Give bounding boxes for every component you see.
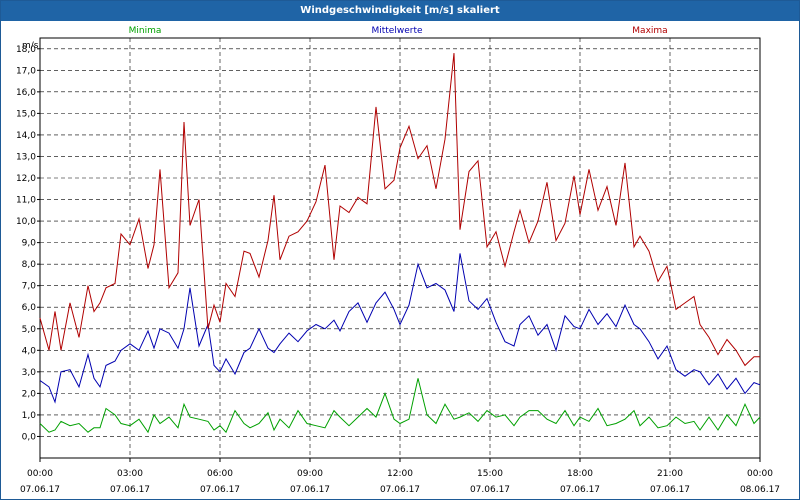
y-tick-label: 17,0: [16, 66, 36, 76]
y-tick-label: 6,0: [22, 303, 37, 313]
y-tick-label: 18,0: [16, 45, 36, 55]
y-tick-label: 14,0: [16, 131, 36, 141]
x-tick-date: 07.06.17: [380, 485, 420, 495]
y-tick-label: 15,0: [16, 109, 36, 119]
y-tick-label: 10,0: [16, 217, 36, 227]
x-tick-time: 00:00: [747, 469, 773, 479]
x-tick-date: 07.06.17: [110, 485, 150, 495]
series-line-mittelwerte: [39, 253, 761, 404]
x-tick-time: 09:00: [297, 469, 323, 479]
x-tick-date: 07.06.17: [650, 485, 690, 495]
x-tick-time: 03:00: [117, 469, 143, 479]
legend-mittelwerte: Mittelwerte: [371, 26, 422, 36]
x-tick-time: 21:00: [657, 469, 683, 479]
series-line-minima: [39, 378, 761, 434]
x-tick-date: 07.06.17: [560, 485, 600, 495]
x-tick-time: 18:00: [567, 469, 593, 479]
x-tick-time: 00:00: [27, 469, 53, 479]
y-tick-label: 4,0: [22, 346, 37, 356]
window-title: Windgeschwindigkeit [m/s] skaliert: [1, 1, 799, 21]
grid-lines: [40, 38, 760, 458]
x-tick-date: 07.06.17: [290, 485, 330, 495]
y-tick-label: 8,0: [22, 260, 37, 270]
x-tick-date: 07.06.17: [20, 485, 60, 495]
y-tick-label: 11,0: [16, 196, 36, 206]
y-tick-label: 0,0: [22, 432, 37, 442]
x-tick-date: 07.06.17: [200, 485, 240, 495]
y-tick-label: 12,0: [16, 174, 36, 184]
y-tick-label: 9,0: [22, 239, 37, 249]
y-tick-label: 16,0: [16, 88, 36, 98]
legend-minima: Minima: [129, 26, 162, 36]
series-line-maxima: [39, 53, 760, 367]
legend-maxima: Maxima: [632, 26, 667, 36]
x-tick-date: 08.06.17: [740, 485, 780, 495]
y-axis-unit: m/s: [22, 41, 39, 51]
y-tick-label: 1,0: [22, 411, 37, 421]
y-tick-label: 5,0: [22, 325, 37, 335]
y-tick-label: 2,0: [22, 389, 37, 399]
series-lines: [39, 53, 761, 434]
x-axis-ticks: 00:00 07.06.17 03:00 07.06.17 06:00 07.06.17 0…: [20, 458, 780, 495]
y-axis-ticks: 18,0 17,0 16,0 15,0 14,0 13,0 12,0 11,0 10,0 9,0 8…: [16, 45, 40, 442]
y-tick-label: 3,0: [22, 368, 37, 378]
x-tick-time: 12:00: [387, 469, 413, 479]
x-tick-date: 07.06.17: [470, 485, 510, 495]
x-tick-time: 06:00: [207, 469, 233, 479]
y-tick-label: 13,0: [16, 152, 36, 162]
y-tick-label: 7,0: [22, 282, 37, 292]
x-tick-time: 15:00: [477, 469, 503, 479]
